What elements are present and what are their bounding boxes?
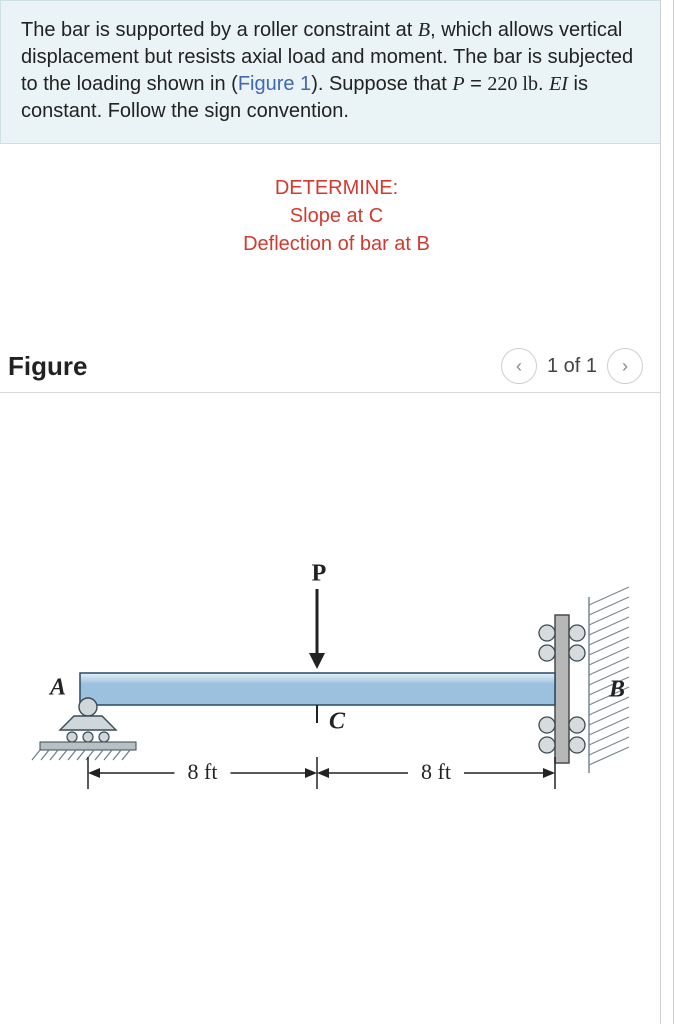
pager-label: 1 of 1 <box>547 355 597 378</box>
determine-block: DETERMINE: Slope at C Deflection of bar … <box>0 174 673 258</box>
right-rule <box>660 0 661 1024</box>
svg-text:8 ft: 8 ft <box>188 759 218 784</box>
var-P: P <box>452 73 464 95</box>
figure-header: Figure ‹ 1 of 1 › <box>0 348 661 393</box>
beam-diagram: P A B C 8 ft 8 ft <box>0 433 650 903</box>
val-P: 220 <box>487 73 517 95</box>
text: . <box>538 73 549 95</box>
text: = <box>465 73 488 95</box>
determine-heading: DETERMINE: <box>0 174 673 202</box>
var-EI: EI <box>549 73 568 95</box>
svg-text:8 ft: 8 ft <box>421 759 451 784</box>
text: The bar is supported by a roller constra… <box>21 19 418 41</box>
svg-text:P: P <box>312 561 327 587</box>
figure-ref-link[interactable]: Figure 1 <box>238 73 311 95</box>
problem-text: The bar is supported by a roller constra… <box>21 17 640 125</box>
determine-line-2: Deflection of bar at B <box>0 230 673 258</box>
unit-lb: lb <box>517 73 538 95</box>
text: ). Suppose that <box>311 73 452 95</box>
figure-title: Figure <box>8 351 87 382</box>
determine-line-1: Slope at C <box>0 202 673 230</box>
beam <box>80 673 555 705</box>
figure-pager: ‹ 1 of 1 › <box>501 348 643 384</box>
svg-text:C: C <box>329 709 346 735</box>
var-B: B <box>418 19 430 41</box>
pager-prev-button[interactable]: ‹ <box>501 348 537 384</box>
problem-statement-box: The bar is supported by a roller constra… <box>0 0 661 144</box>
svg-text:A: A <box>48 675 66 701</box>
pager-next-button[interactable]: › <box>607 348 643 384</box>
svg-text:B: B <box>608 677 625 703</box>
